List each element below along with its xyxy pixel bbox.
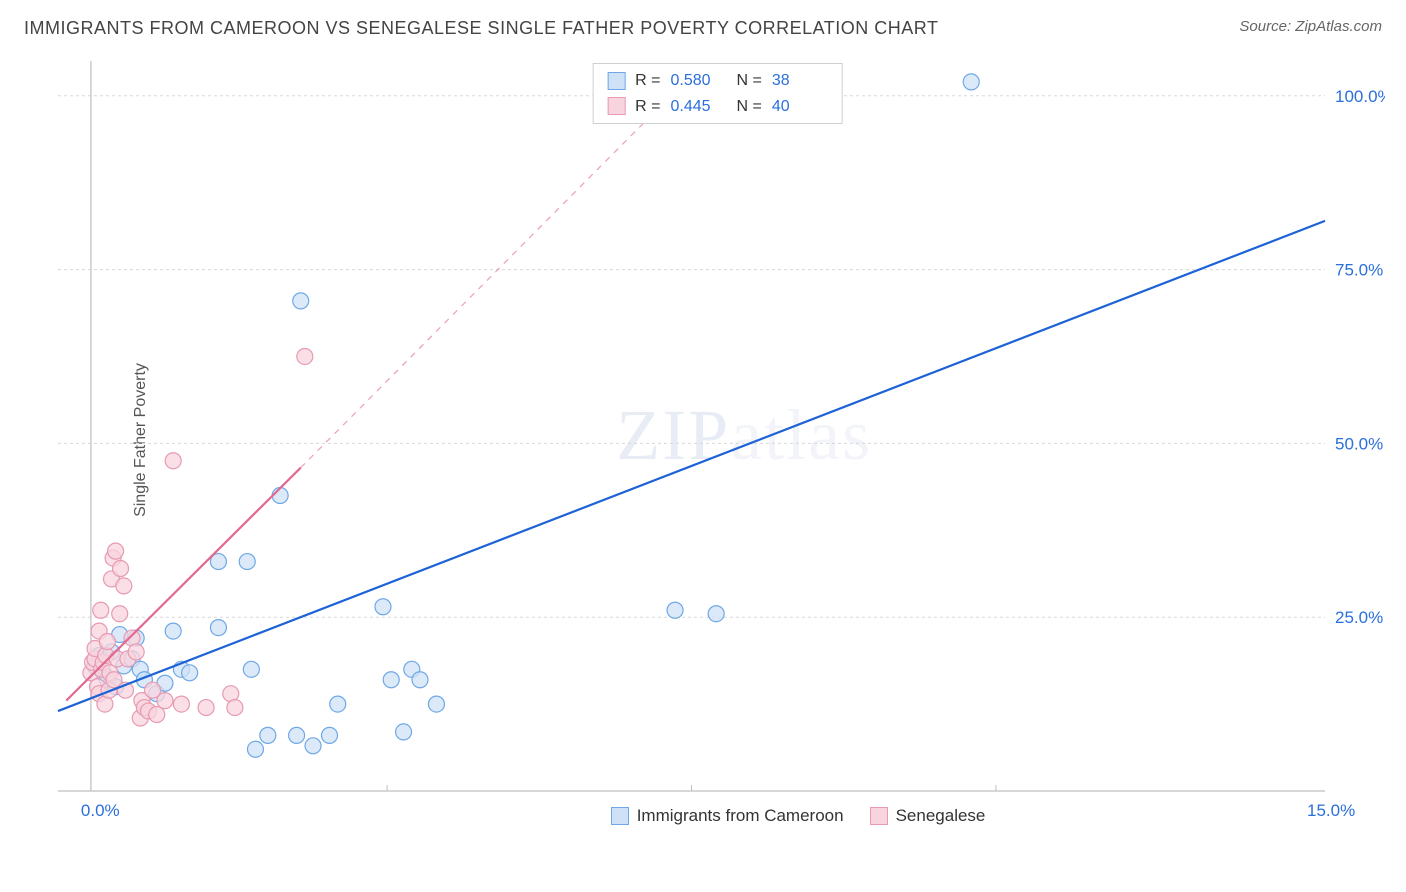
data-point [305,738,321,754]
data-point [247,741,263,757]
data-point [239,554,255,570]
n-value-cameroon: 38 [772,68,828,94]
data-point [128,644,144,660]
scatter-plot-svg: 25.0% 50.0% 75.0% 100.0% [50,55,1385,825]
data-point [289,727,305,743]
trend-line [58,221,1325,711]
y-tick-label: 75.0% [1335,261,1383,280]
data-point [708,606,724,622]
legend-swatch-cameroon [607,72,625,90]
data-point [428,696,444,712]
chart-title: IMMIGRANTS FROM CAMEROON VS SENEGALESE S… [24,18,938,39]
series-legend: Immigrants from Cameroon Senegalese [611,806,986,826]
data-point [113,561,129,577]
r-value-senegalese: 0.445 [671,94,727,120]
n-label: N = [737,68,762,94]
data-point [198,700,214,716]
data-point [963,74,979,90]
trend-line-dashed [301,75,692,468]
y-tick-label: 100.0% [1335,87,1385,106]
data-point [99,634,115,650]
y-tick-label: 50.0% [1335,434,1383,453]
data-point [293,293,309,309]
data-point [322,727,338,743]
data-point [297,348,313,364]
n-label: N = [737,94,762,120]
source-prefix: Source: [1239,18,1295,35]
y-tick-label: 25.0% [1335,608,1383,627]
data-point [165,623,181,639]
data-point [149,707,165,723]
r-label: R = [635,94,660,120]
legend-row-cameroon: R = 0.580 N = 38 [607,68,828,94]
legend-swatch-icon [870,807,888,825]
data-point [157,693,173,709]
source-attribution: Source: ZipAtlas.com [1239,18,1382,35]
data-point [108,543,124,559]
data-point [272,488,288,504]
data-point [112,606,128,622]
n-value-senegalese: 40 [772,94,828,120]
data-point [210,620,226,636]
legend-swatch-senegalese [607,97,625,115]
r-label: R = [635,68,660,94]
data-point [116,578,132,594]
source-name: ZipAtlas.com [1295,18,1382,35]
data-point [243,661,259,677]
data-point [93,602,109,618]
correlation-legend: R = 0.580 N = 38 R = 0.445 N = 40 [592,63,843,124]
data-point [396,724,412,740]
legend-label-senegalese: Senegalese [896,806,986,826]
r-value-cameroon: 0.580 [671,68,727,94]
data-point [173,696,189,712]
plot-area: Single Father Poverty ZIPatlas R = 0.580… [50,55,1385,825]
data-point [375,599,391,615]
data-point [165,453,181,469]
data-point [667,602,683,618]
data-point [330,696,346,712]
legend-swatch-icon [611,807,629,825]
legend-row-senegalese: R = 0.445 N = 40 [607,94,828,120]
data-point [260,727,276,743]
legend-item-senegalese: Senegalese [870,806,986,826]
legend-label-cameroon: Immigrants from Cameroon [637,806,844,826]
data-point [227,700,243,716]
legend-item-cameroon: Immigrants from Cameroon [611,806,844,826]
data-point [383,672,399,688]
data-point [412,672,428,688]
data-point [182,665,198,681]
